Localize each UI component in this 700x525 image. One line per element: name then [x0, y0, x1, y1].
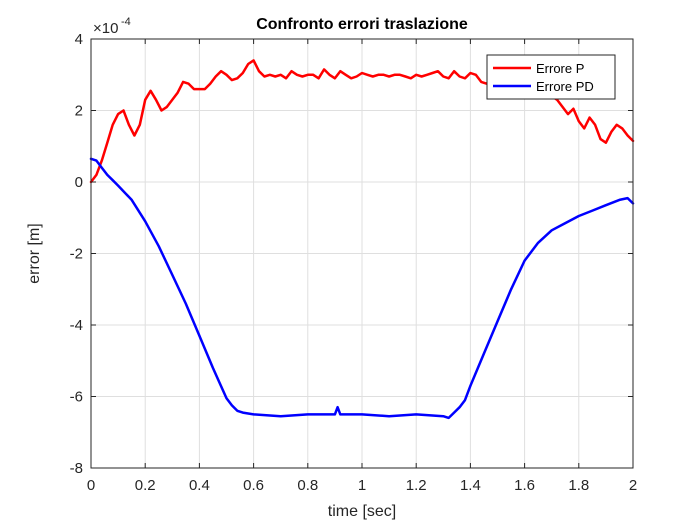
- y-tick-label: -4: [70, 317, 83, 334]
- legend-label-errore-p: Errore P: [536, 61, 584, 76]
- y-axis-exponent: ×10 -4: [93, 16, 131, 37]
- x-tick-label: 0: [87, 477, 95, 494]
- x-tick-label: 1.2: [406, 477, 427, 494]
- y-tick-label: 2: [75, 103, 83, 120]
- legend-box: [486, 54, 616, 100]
- x-tick-label: 0.6: [243, 477, 264, 494]
- y-axis-exponent-power: -4: [121, 16, 131, 28]
- y-tick-label: -2: [70, 246, 83, 263]
- y-tick-label: 0: [75, 174, 83, 191]
- y-tick-label: -8: [70, 460, 83, 477]
- axis-ticks: 0 0.2 0.4 0.6 0.8 1 1.2 1.4 1.6 1.8 2 4 2 0 -2 -4 -6 -8: [70, 31, 638, 494]
- x-tick-label: 1.6: [514, 477, 535, 494]
- legend: Errore P Errore PD: [486, 54, 616, 100]
- legend-label-errore-pd: Errore PD: [536, 79, 594, 94]
- x-tick-label: 0.8: [297, 477, 318, 494]
- y-axis-label: error [m]: [26, 223, 43, 283]
- y-axis-exponent-base: ×10: [93, 20, 118, 37]
- x-tick-label: 0.2: [135, 477, 156, 494]
- x-tick-label: 1.8: [568, 477, 589, 494]
- x-tick-label: 2: [629, 477, 637, 494]
- chart-title: Confronto errori traslazione: [256, 16, 468, 33]
- x-tick-label: 0.4: [189, 477, 210, 494]
- series-line-errore-pd: [89, 157, 635, 420]
- x-axis-label: time [sec]: [328, 503, 396, 520]
- x-tick-label: 1.4: [460, 477, 481, 494]
- y-tick-label: -6: [70, 389, 83, 406]
- y-tick-label: 4: [75, 31, 83, 48]
- x-tick-label: 1: [358, 477, 366, 494]
